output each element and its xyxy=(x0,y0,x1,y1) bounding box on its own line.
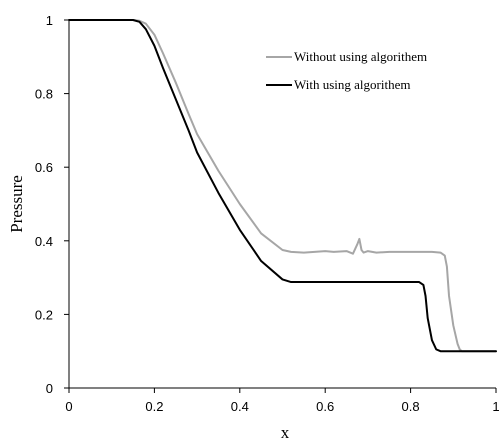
series-line-2 xyxy=(68,19,497,353)
x-tick-label: 1 xyxy=(492,399,499,414)
legend: Without using algorithem With using algor… xyxy=(266,49,427,92)
y-tick-label: 1 xyxy=(46,13,53,28)
y-tick-label: 0.6 xyxy=(35,160,53,175)
x-tick-label: 0.2 xyxy=(145,399,163,414)
x-tick-label: 0.8 xyxy=(402,399,420,414)
y-tick-label: 0.4 xyxy=(35,234,53,249)
x-axis-title: x xyxy=(281,423,290,442)
series-line-1 xyxy=(68,19,497,353)
series-layer xyxy=(68,19,497,353)
x-tick-label: 0.6 xyxy=(316,399,334,414)
x-tick-label: 0 xyxy=(65,399,72,414)
axes: 0 0.2 0.4 0.6 0.8 1 0 0.2 0.4 0.6 0.8 1 xyxy=(35,13,500,414)
x-tick-label: 0.4 xyxy=(231,399,249,414)
y-tick-label: 0.8 xyxy=(35,87,53,102)
y-tick-label: 0.2 xyxy=(35,307,53,322)
y-tick-label: 0 xyxy=(46,381,53,396)
legend-label-1: Without using algorithem xyxy=(294,49,427,64)
y-axis-title: Pressure xyxy=(7,175,26,233)
legend-label-2: With using algorithem xyxy=(294,77,410,92)
